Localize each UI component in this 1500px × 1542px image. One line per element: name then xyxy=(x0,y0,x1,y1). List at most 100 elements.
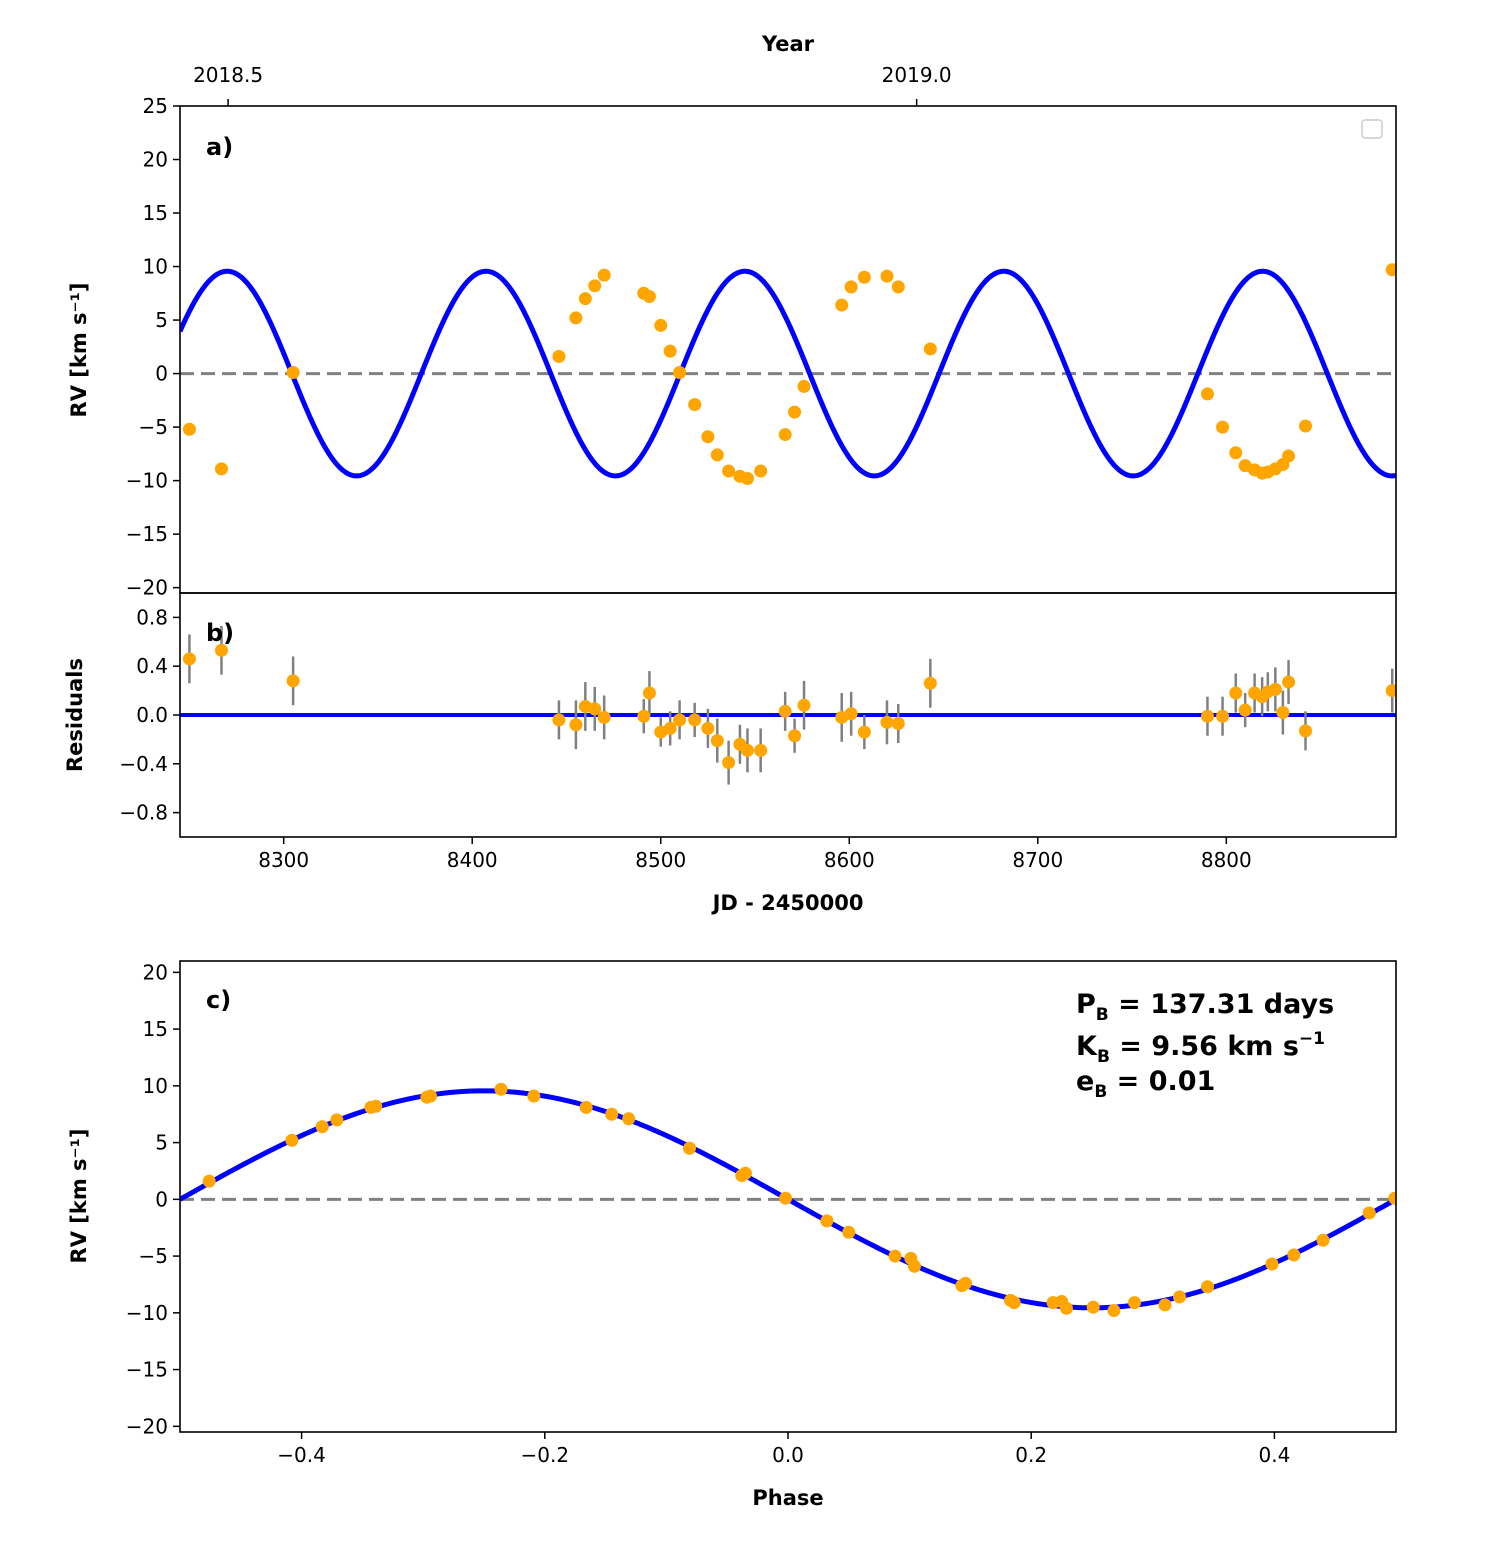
rv-point xyxy=(642,290,656,304)
y-tick-label: 15 xyxy=(143,201,168,225)
y-tick-label: 20 xyxy=(143,960,168,984)
phased-rv-point xyxy=(1007,1296,1021,1310)
phased-rv-point xyxy=(842,1225,856,1239)
top-tick-label: 2019.0 xyxy=(882,63,952,87)
rv-point xyxy=(857,270,871,284)
rv-point xyxy=(214,462,228,476)
y-tick-label: 0 xyxy=(155,1187,168,1211)
phased-rv-point xyxy=(423,1089,437,1103)
residual-point xyxy=(844,707,858,721)
x-tick-label: 8500 xyxy=(635,848,686,872)
param-semi-amplitude: KB = 9.56 km s−1 xyxy=(1076,1029,1325,1067)
rv-point xyxy=(788,405,802,419)
rv-point xyxy=(722,464,736,478)
rv-point xyxy=(880,269,894,283)
panel-b-frame xyxy=(179,592,1397,838)
residual-point xyxy=(642,686,656,700)
x-tick-label: 8300 xyxy=(258,848,309,872)
residual-point xyxy=(1385,684,1396,698)
rv-point xyxy=(1229,446,1243,460)
phased-rv-point xyxy=(888,1249,902,1263)
phased-rv-point xyxy=(1265,1257,1279,1271)
rv-point xyxy=(1385,263,1396,277)
phased-rv-point xyxy=(959,1276,973,1290)
phased-rv-point xyxy=(1086,1300,1100,1314)
y-tick-label: −15 xyxy=(126,522,168,546)
panel-c-ylabel: RV [km s⁻¹] xyxy=(67,1129,91,1264)
residual-point xyxy=(740,743,754,757)
y-tick-label: −20 xyxy=(126,576,168,600)
panel-a-label: a) xyxy=(206,133,233,161)
y-tick-label: 10 xyxy=(143,1074,168,1098)
residual-point xyxy=(710,734,724,748)
residual-point xyxy=(1238,703,1252,717)
top-axis-label: Year xyxy=(761,32,815,56)
residual-point xyxy=(182,652,196,666)
y-tick-label: 15 xyxy=(143,1017,168,1041)
phased-rv-point xyxy=(1362,1206,1376,1220)
residual-point xyxy=(1282,675,1296,689)
y-tick-label: 25 xyxy=(143,94,168,118)
rv-point xyxy=(597,268,611,282)
residual-point xyxy=(1299,724,1313,738)
param-eccentricity: eB = 0.01 xyxy=(1076,1066,1215,1102)
phased-rv-point xyxy=(1128,1296,1142,1310)
panel-b-residuals: −0.8 −0.4 0.0 0.4 0.8 8300 8400 8500 8600 8700 88… xyxy=(63,592,1397,915)
residual-point xyxy=(1200,709,1214,723)
y-tick-label: 5 xyxy=(155,308,168,332)
phased-rv-point xyxy=(779,1191,793,1205)
residual-point xyxy=(1229,686,1243,700)
phased-rv-point xyxy=(1173,1290,1187,1304)
rv-point xyxy=(673,366,687,380)
residual-point xyxy=(663,721,677,735)
rv-point xyxy=(182,422,196,436)
residual-point xyxy=(552,713,566,727)
residual-point xyxy=(637,709,651,723)
orbital-parameters: PB = 137.31 days KB = 9.56 km s−1 eB = 0… xyxy=(1076,989,1334,1102)
x-tick-label: 0.2 xyxy=(1015,1443,1047,1467)
residual-point xyxy=(286,674,300,688)
panel-c-xlabel: Phase xyxy=(752,1486,823,1510)
rv-point xyxy=(1216,420,1230,434)
rv-point xyxy=(923,342,937,356)
y-tick-label: 0 xyxy=(155,362,168,386)
residual-point xyxy=(688,713,702,727)
phased-rv-point xyxy=(1316,1233,1330,1247)
x-tick-label: −0.2 xyxy=(521,1443,570,1467)
rv-point xyxy=(778,428,792,442)
residual-point xyxy=(673,713,687,727)
panel-b-label: b) xyxy=(206,619,234,647)
x-tick-label: 0.0 xyxy=(772,1443,804,1467)
model-curve xyxy=(180,268,1396,479)
y-tick-label: −0.8 xyxy=(119,801,168,825)
phased-rv-point xyxy=(622,1112,636,1126)
residual-point xyxy=(1268,682,1282,696)
rv-point xyxy=(654,318,668,332)
phased-rv-point xyxy=(820,1214,834,1228)
residual-point xyxy=(788,729,802,743)
rv-point xyxy=(1299,419,1313,433)
x-tick-label: 8800 xyxy=(1201,848,1252,872)
rv-point xyxy=(740,471,754,485)
rv-point xyxy=(588,279,602,293)
residual-point xyxy=(797,698,811,712)
y-tick-label: −5 xyxy=(139,415,168,439)
rv-point xyxy=(688,398,702,412)
phased-rv-point xyxy=(315,1120,329,1134)
rv-point xyxy=(701,430,715,444)
phased-rv-point xyxy=(907,1259,921,1273)
y-tick-label: 20 xyxy=(143,148,168,172)
rv-point xyxy=(1200,387,1214,401)
residual-point xyxy=(1276,706,1290,720)
residual-point xyxy=(754,743,768,757)
phased-rv-point xyxy=(1287,1248,1301,1262)
phased-rv-point xyxy=(202,1174,216,1188)
rv-point xyxy=(891,280,905,294)
y-tick-label: −10 xyxy=(126,1301,168,1325)
panel-a-ylabel: RV [km s⁻¹] xyxy=(67,283,91,418)
phased-rv-point xyxy=(527,1089,541,1103)
x-tick-label: 8600 xyxy=(824,848,875,872)
residual-point xyxy=(880,715,894,729)
rv-point xyxy=(797,379,811,393)
